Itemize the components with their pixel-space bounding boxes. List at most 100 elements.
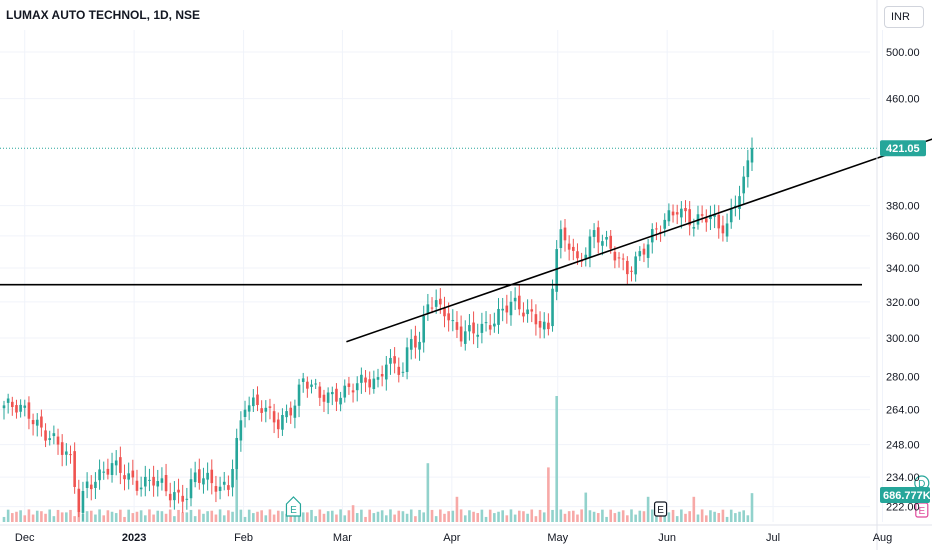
candle-body <box>692 227 696 229</box>
event-markers[interactable]: E E D E <box>285 475 930 518</box>
volume-bar <box>414 516 417 522</box>
volume-bar <box>372 513 376 522</box>
volume-bar <box>260 510 263 522</box>
candle-body <box>742 176 745 194</box>
volume-bar <box>52 516 56 522</box>
time-tick-label: 2023 <box>122 532 146 544</box>
volume-bar <box>650 509 654 522</box>
volume-bar <box>339 509 342 522</box>
candle-body <box>135 480 139 491</box>
volume-bar <box>314 516 317 522</box>
candle-body <box>177 489 180 493</box>
volume-bar <box>35 510 39 522</box>
candle-body <box>497 308 500 325</box>
candle-body <box>330 392 334 395</box>
time-tick-label: Jun <box>658 532 676 544</box>
volume-bar <box>98 509 101 522</box>
time-tick-label: Feb <box>234 532 253 544</box>
price-axis[interactable]: 500.00 460.00 380.00 360.00 340.00 320.00 300.… <box>876 0 920 550</box>
candle-body <box>40 416 43 428</box>
candle-body <box>314 383 317 385</box>
volume-bar <box>700 509 704 522</box>
volume-bar <box>405 513 409 522</box>
candle-body <box>218 486 222 491</box>
volume-bar <box>601 509 604 522</box>
candle-body <box>181 495 184 502</box>
candle-body <box>110 463 114 475</box>
volume-bar <box>335 514 338 522</box>
currency-selector[interactable]: INR <box>884 6 924 28</box>
volume-bar <box>547 467 550 522</box>
candle-body <box>127 473 130 480</box>
candle-body <box>414 335 417 348</box>
rising-trendline <box>346 138 932 343</box>
candle-body <box>584 254 588 259</box>
volume-bar <box>709 510 712 522</box>
candle-body <box>260 408 263 413</box>
volume-bar <box>551 509 554 522</box>
volume-bar <box>476 513 480 522</box>
candle-body <box>322 394 326 402</box>
candle-body <box>264 407 268 412</box>
volume-bar <box>227 510 230 522</box>
candle-body <box>247 405 251 412</box>
candle-body <box>301 378 305 382</box>
drawings[interactable] <box>0 138 932 343</box>
candle-body <box>214 486 218 492</box>
volume-bar <box>2 516 6 522</box>
last-price-tag-label: 421.05 <box>886 143 920 155</box>
candle-body <box>439 298 442 305</box>
candle-body <box>65 451 68 455</box>
volume-bar <box>23 515 27 522</box>
candle-body <box>372 378 376 390</box>
volume-bar <box>123 516 126 522</box>
candle-body <box>243 409 247 417</box>
volume-bar <box>168 509 172 522</box>
volume-bar <box>742 510 745 522</box>
volume-bar <box>156 510 160 522</box>
candle-body <box>422 315 426 343</box>
candle-body <box>185 498 189 500</box>
volume-bar <box>563 513 567 522</box>
candle-body <box>77 488 81 512</box>
candle-body <box>44 430 47 441</box>
candle-body <box>505 305 509 313</box>
time-axis[interactable]: Dec2023FebMarAprMayJunJulAugSep <box>0 524 932 544</box>
candle-body <box>596 227 600 243</box>
volume-bar <box>368 509 371 522</box>
volume-bar <box>272 514 276 522</box>
candle-body <box>609 235 613 249</box>
candle-body <box>143 476 147 487</box>
volume-bar <box>210 510 214 522</box>
price-tick-label: 264.00 <box>886 405 920 417</box>
volume-bar <box>114 513 118 522</box>
volume-bar <box>85 511 89 522</box>
volume-bar <box>306 512 309 522</box>
candle-body <box>306 381 309 389</box>
volume-bar <box>397 510 401 522</box>
volume-bar <box>326 511 330 522</box>
volume-bar <box>73 516 76 522</box>
candle-body <box>484 322 488 324</box>
volume-bar <box>152 514 155 522</box>
candle-body <box>459 326 463 342</box>
volume-bar <box>750 493 754 522</box>
volume-bar <box>505 515 509 522</box>
volume-bar <box>671 509 675 522</box>
time-tick-label: Jul <box>766 532 780 544</box>
volume-bar <box>239 509 243 522</box>
candle-body <box>389 357 392 364</box>
volume-bar <box>675 516 679 522</box>
candle-body <box>48 438 52 441</box>
candle-body <box>164 475 168 492</box>
volume-bar <box>135 511 139 522</box>
volume-bar <box>684 513 687 522</box>
time-tick-label: Mar <box>333 532 352 544</box>
candle-body <box>717 214 721 229</box>
volume-bar <box>522 511 525 522</box>
candle-body <box>567 243 571 250</box>
volume-bar <box>235 450 239 522</box>
candle-body <box>385 364 388 380</box>
candle-body <box>380 374 384 377</box>
